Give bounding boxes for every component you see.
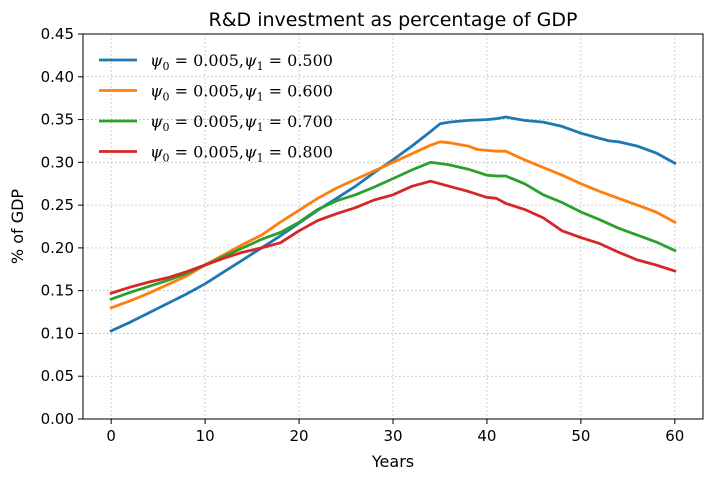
legend-text-part: ψ bbox=[150, 51, 163, 70]
x-tick-label: 0 bbox=[106, 427, 116, 445]
series-lines bbox=[109, 115, 677, 333]
legend-text-part: 0 bbox=[163, 60, 170, 73]
y-axis-ticks: 0.00 0.05 0.10 0.15 0.20 0.25 0.30 0.35 0.40 0.45 bbox=[41, 25, 83, 428]
legend-text-part: ψ bbox=[244, 82, 257, 101]
legend-text-part: = 0.005, bbox=[170, 82, 244, 101]
legend-entry: ψ0 = 0.005,ψ1 = 0.500 bbox=[150, 51, 333, 73]
y-tick-label: 0.45 bbox=[41, 25, 74, 43]
y-tick-label: 0.30 bbox=[41, 153, 74, 171]
legend-text-part: = 0.005, bbox=[170, 51, 244, 70]
legend-text-part: 1 bbox=[257, 60, 264, 73]
legend-text-part: = 0.600 bbox=[264, 82, 333, 101]
x-tick-label: 60 bbox=[665, 427, 684, 445]
series-line-1 bbox=[109, 115, 677, 333]
y-tick-label: 0.00 bbox=[41, 410, 74, 428]
y-tick-label: 0.20 bbox=[41, 239, 74, 257]
legend-text-part: ψ bbox=[150, 82, 163, 101]
legend-entry: ψ0 = 0.005,ψ1 = 0.800 bbox=[150, 143, 333, 165]
legend-entry: ψ0 = 0.005,ψ1 = 0.700 bbox=[150, 112, 333, 134]
legend-text-part: 1 bbox=[257, 91, 264, 104]
y-axis-label: % of GDP bbox=[8, 189, 27, 265]
y-tick-label: 0.25 bbox=[41, 196, 74, 214]
y-tick-label: 0.05 bbox=[41, 367, 74, 385]
legend-text-part: ψ bbox=[244, 51, 257, 70]
x-axis-label: Years bbox=[371, 452, 414, 471]
legend-text-part: 0 bbox=[163, 152, 170, 165]
x-tick-label: 40 bbox=[477, 427, 496, 445]
legend-text-part: ψ bbox=[150, 143, 163, 162]
legend-text-part: = 0.005, bbox=[170, 143, 244, 162]
series-line-4 bbox=[109, 179, 677, 295]
x-tick-label: 10 bbox=[196, 427, 215, 445]
legend-text-part: = 0.700 bbox=[264, 112, 333, 131]
legend-text-part: ψ bbox=[244, 143, 257, 162]
y-tick-label: 0.15 bbox=[41, 282, 74, 300]
legend-text-part: ψ bbox=[150, 112, 163, 131]
y-tick-label: 0.10 bbox=[41, 324, 74, 342]
x-tick-label: 30 bbox=[383, 427, 402, 445]
legend-text-part: = 0.800 bbox=[264, 143, 333, 162]
y-tick-label: 0.35 bbox=[41, 111, 74, 129]
legend-text-part: 1 bbox=[257, 121, 264, 134]
y-tick-label: 0.40 bbox=[41, 68, 74, 86]
legend-text-part: = 0.500 bbox=[264, 51, 333, 70]
legend-text-part: = 0.005, bbox=[170, 112, 244, 131]
legend-entry: ψ0 = 0.005,ψ1 = 0.600 bbox=[150, 82, 333, 104]
x-tick-label: 20 bbox=[290, 427, 309, 445]
chart-title: R&D investment as percentage of GDP bbox=[209, 9, 578, 31]
legend-text-part: 0 bbox=[163, 91, 170, 104]
x-tick-label: 50 bbox=[571, 427, 590, 445]
legend-text-part: ψ bbox=[244, 112, 257, 131]
legend-text-part: 0 bbox=[163, 121, 170, 134]
x-axis-ticks: 0 10 20 30 40 50 60 bbox=[106, 419, 684, 445]
legend-text-part: 1 bbox=[257, 152, 264, 165]
